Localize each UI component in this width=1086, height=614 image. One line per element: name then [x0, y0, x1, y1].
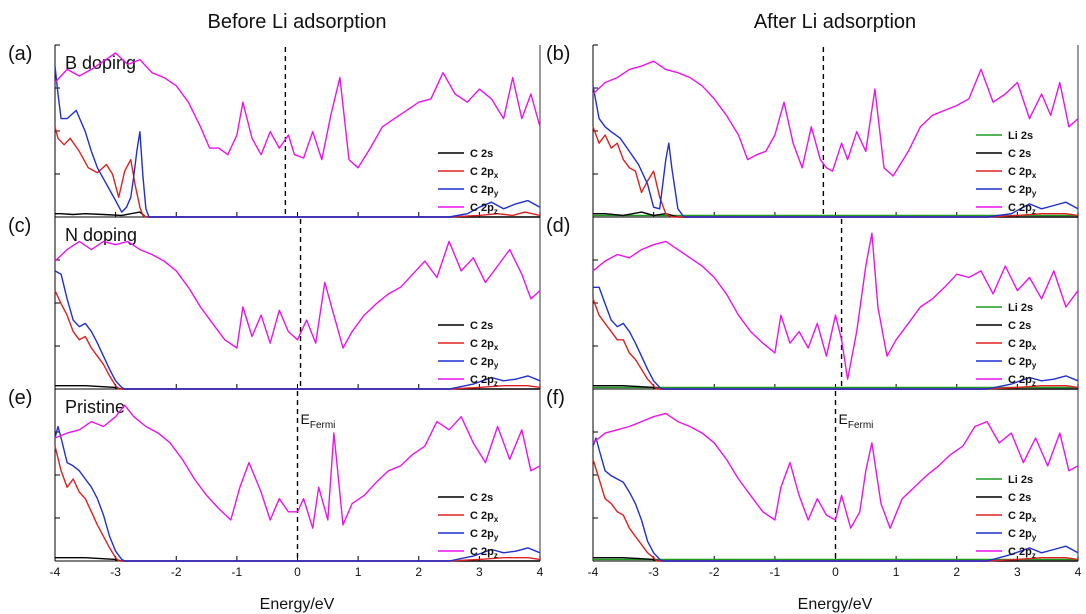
- fermi-label: EFermi: [839, 411, 874, 431]
- column-title-before: Before Li adsorption: [207, 11, 386, 33]
- x-tick-label: 3: [476, 565, 483, 579]
- x-tick-label: 1: [893, 565, 900, 579]
- legend-label: Li 2s: [1008, 302, 1033, 314]
- panel-letter: (b): [546, 43, 570, 65]
- series-line: [592, 85, 1079, 218]
- x-tick-label: -3: [110, 565, 121, 579]
- legend-label: C 2pz: [1008, 546, 1036, 560]
- series-line: [592, 298, 1079, 390]
- series-line: [54, 240, 541, 349]
- x-axis-title-right: Energy/eV: [798, 596, 873, 613]
- x-tick-label: -1: [232, 565, 243, 579]
- panel-2: (c) N doping C 2s C 2px C 2py C 2pz: [8, 215, 541, 390]
- x-tick-label: 4: [1075, 565, 1082, 579]
- legend-label: Li 2s: [1008, 474, 1033, 486]
- x-tick-label: -1: [770, 565, 781, 579]
- panel-4: -4 -3 -2 -1 0 1 2 3 4 (e) Pristine EFermi C 2s C 2px C…: [8, 387, 544, 579]
- x-tick-label: -4: [588, 565, 599, 579]
- legend-label: C 2py: [470, 184, 499, 198]
- fermi-label: EFermi: [301, 411, 336, 431]
- series-line: [592, 126, 1079, 218]
- legend-label: C 2py: [1008, 184, 1037, 198]
- x-tick-label: -2: [171, 565, 182, 579]
- legend-label: C 2px: [1008, 338, 1037, 352]
- legend-label: C 2s: [470, 148, 493, 160]
- panel-letter: (a): [8, 43, 32, 65]
- x-tick-label: -2: [709, 565, 720, 579]
- x-axis-title-left: Energy/eV: [260, 596, 335, 613]
- series-line: [54, 66, 541, 218]
- legend-label: C 2py: [1008, 356, 1037, 370]
- series-line: [54, 52, 541, 169]
- legend-label: C 2pz: [1008, 374, 1036, 388]
- legend-label: C 2pz: [1008, 202, 1036, 216]
- series-line: [54, 126, 541, 218]
- legend-label: C 2px: [470, 338, 499, 352]
- x-tick-label: 0: [832, 565, 839, 579]
- series-line: [54, 446, 541, 562]
- series-line: [54, 270, 541, 390]
- legend-label: C 2py: [470, 528, 499, 542]
- x-tick-label: -3: [648, 565, 659, 579]
- legend-label: C 2s: [1008, 320, 1031, 332]
- panel-letter: (f): [546, 387, 565, 409]
- legend-label: C 2py: [470, 356, 499, 370]
- series-line: [592, 60, 1079, 177]
- x-tick-label: 2: [953, 565, 960, 579]
- legend-label: C 2px: [1008, 166, 1037, 180]
- series-line: [54, 425, 541, 562]
- series-line: [54, 404, 541, 529]
- legend-label: C 2py: [1008, 528, 1037, 542]
- legend-label: C 2s: [1008, 492, 1031, 504]
- legend-label: Li 2s: [1008, 130, 1033, 142]
- legend-label: C 2px: [1008, 510, 1037, 524]
- series-line: [592, 459, 1079, 562]
- series-line: [592, 412, 1079, 529]
- x-tick-label: 1: [355, 565, 362, 579]
- x-tick-label: -4: [50, 565, 61, 579]
- panel-letter: (c): [8, 215, 31, 237]
- x-tick-label: 0: [294, 565, 301, 579]
- x-tick-label: 4: [537, 565, 544, 579]
- legend-label: C 2pz: [470, 546, 498, 560]
- panel-label: N doping: [65, 225, 137, 245]
- x-tick-label: 2: [415, 565, 422, 579]
- legend-label: C 2pz: [470, 374, 498, 388]
- panel-letter: (d): [546, 215, 570, 237]
- panel-label: Pristine: [65, 397, 125, 417]
- legend-label: C 2px: [470, 166, 499, 180]
- legend-label: C 2pz: [470, 202, 498, 216]
- series-line: [592, 232, 1079, 380]
- series-line: [592, 437, 1079, 562]
- panel-5: -4 -3 -2 -1 0 1 2 3 4 (f) EFermi Li 2s C 2s C 2px C 2p…: [546, 387, 1082, 579]
- legend-label: C 2s: [470, 320, 493, 332]
- panel-3: (d) Li 2s C 2s C 2px C 2py C 2pz: [546, 215, 1079, 390]
- legend-label: C 2s: [1008, 148, 1031, 160]
- panel-letter: (e): [8, 387, 32, 409]
- column-title-after: After Li adsorption: [754, 11, 916, 33]
- series-line: [593, 286, 1079, 390]
- panel-1: (b) Li 2s C 2s C 2px C 2py C 2pz: [546, 43, 1079, 218]
- series-line: [54, 290, 541, 390]
- legend-label: C 2px: [470, 510, 499, 524]
- x-tick-label: 3: [1014, 565, 1021, 579]
- legend-label: C 2s: [470, 492, 493, 504]
